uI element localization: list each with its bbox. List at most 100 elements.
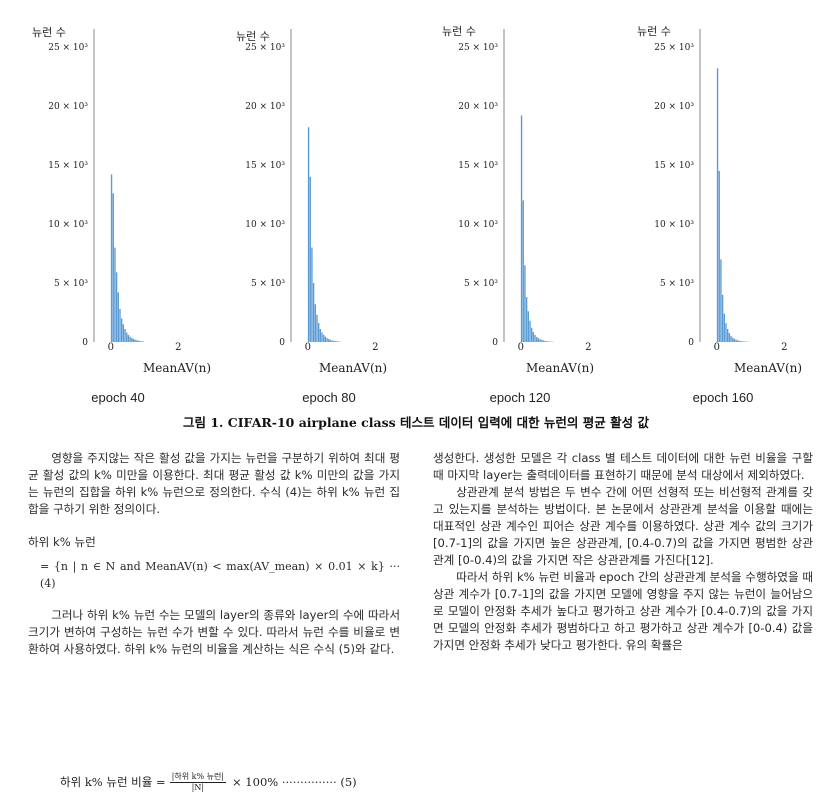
y-tick-label: 15 × 10³ (48, 161, 88, 171)
x-axis-label: MeanAV(n) (734, 361, 802, 375)
histogram-bar (316, 314, 318, 342)
x-tick-label: 0 (518, 342, 524, 353)
y-tick-label: 20 × 10³ (245, 102, 285, 112)
histogram-bar (319, 329, 322, 342)
histogram-bar (733, 338, 736, 342)
histogram-bar (728, 333, 731, 342)
y-tick-label: 5 × 10³ (251, 279, 285, 289)
histogram-bar (139, 341, 141, 342)
histogram-bar (536, 336, 538, 342)
y-axis-label: 뉴런 수 (442, 25, 476, 38)
epoch-label: epoch 80 (302, 390, 356, 405)
histogram-bar (547, 341, 550, 342)
histogram-bar (137, 340, 140, 342)
histogram-bar (725, 323, 727, 342)
epoch-label: epoch 40 (91, 390, 145, 405)
histogram-bar (129, 336, 131, 342)
y-tick-label: 0 (688, 338, 694, 348)
histogram-bar (115, 272, 118, 342)
histogram-bar (324, 336, 327, 342)
histogram-bar (720, 259, 722, 342)
histogram-bar (127, 334, 130, 342)
x-tick-label: 2 (175, 342, 181, 353)
x-tick-label: 0 (108, 342, 114, 353)
y-tick-label: 0 (492, 338, 498, 348)
histogram-bar (126, 332, 128, 342)
y-tick-label: 5 × 10³ (464, 279, 498, 289)
y-tick-label: 25 × 10³ (48, 43, 88, 53)
equation-5-denominator: |N| (191, 782, 205, 792)
y-axis-label: 뉴런 수 (637, 25, 671, 38)
y-tick-label: 0 (279, 338, 285, 348)
histogram-bar (112, 193, 114, 342)
histogram-bar (329, 339, 332, 342)
y-tick-label: 10 × 10³ (245, 220, 285, 230)
epoch-label: epoch 120 (490, 390, 551, 405)
histogram-bar (740, 341, 742, 342)
histogram-bar (522, 200, 524, 342)
histogram-bar (309, 176, 311, 342)
y-axis-label: 뉴런 수 (236, 30, 270, 43)
y-axis-label: 뉴런 수 (32, 26, 66, 39)
histogram-bar (527, 311, 529, 342)
histogram-bar (326, 338, 328, 342)
y-tick-label: 15 × 10³ (654, 161, 694, 171)
equation-5-numerator: |하위 k% 뉴런| (169, 771, 227, 783)
y-tick-label: 25 × 10³ (654, 43, 694, 53)
histogram-bar (539, 339, 541, 342)
histogram-bar (537, 338, 540, 342)
histogram-bar (131, 337, 133, 342)
equation-5-fraction: |하위 k% 뉴런| |N| (169, 771, 227, 793)
histogram-bar (134, 339, 136, 342)
x-tick-label: 2 (781, 342, 787, 353)
histogram-bar (532, 331, 535, 342)
y-tick-label: 20 × 10³ (458, 102, 498, 112)
y-tick-label: 15 × 10³ (245, 161, 285, 171)
y-tick-label: 25 × 10³ (245, 43, 285, 53)
histogram-bar (331, 340, 333, 342)
histogram-bar (541, 339, 543, 342)
histogram-bar (529, 320, 531, 342)
histogram-bar (314, 304, 316, 342)
left-column: 영향을 주지않는 작은 활성 값을 가지는 뉴런을 구분하기 위하여 최대 평균… (28, 450, 400, 658)
histogram-bar (333, 340, 335, 342)
histogram-bar (132, 338, 135, 342)
histogram-bar (122, 324, 125, 342)
histogram-bar (546, 341, 548, 342)
right-paragraph-1: 생성한다. 생성한 모델은 각 class 별 테스트 데이터에 대한 뉴런 비… (433, 451, 813, 482)
histogram-bar (542, 340, 545, 342)
histogram-bar (525, 297, 528, 342)
equation-5-tail: × 100% ··············· (5) (232, 775, 357, 789)
histogram-bar (117, 292, 119, 342)
left-paragraph-2: 그러나 하위 k% 뉴런 수는 모델의 layer의 종류와 layer의 수에… (28, 608, 400, 656)
histogram-bar (124, 329, 126, 342)
histogram-bar (334, 341, 337, 342)
y-tick-label: 20 × 10³ (654, 102, 694, 112)
histogram-bar (141, 341, 143, 342)
histogram-bar (328, 339, 330, 342)
histogram-bar (321, 332, 323, 342)
histogram-bar (742, 341, 744, 342)
histogram-bar (737, 340, 739, 342)
histogram-bar (110, 174, 113, 342)
histogram-bar (524, 265, 526, 342)
histogram-bar (735, 339, 737, 342)
epoch-label: epoch 160 (693, 390, 754, 405)
x-axis-label: MeanAV(n) (143, 361, 211, 375)
y-tick-label: 10 × 10³ (458, 220, 498, 230)
right-paragraph-3: 따라서 하위 k% 뉴런 비율과 epoch 간의 상관관계 분석을 수행하였을… (433, 570, 813, 652)
histogram-bar (311, 247, 313, 342)
histogram-bar (730, 335, 732, 342)
equation-4-label: 하위 k% 뉴런 (28, 535, 96, 549)
histogram-bar (114, 247, 116, 342)
right-column: 생성한다. 생성한 모델은 각 class 별 테스트 데이터에 대한 뉴런 비… (433, 450, 813, 654)
x-tick-label: 2 (372, 342, 378, 353)
left-paragraph-1: 영향을 주지않는 작은 활성 값을 가지는 뉴런을 구분하기 위하여 최대 평균… (28, 451, 400, 516)
y-tick-label: 20 × 10³ (48, 102, 88, 112)
x-tick-label: 0 (714, 342, 720, 353)
y-tick-label: 15 × 10³ (458, 161, 498, 171)
histogram-bar (120, 318, 123, 342)
histogram-bar (721, 294, 724, 342)
histogram-bar (716, 68, 719, 343)
x-tick-label: 2 (585, 342, 591, 353)
